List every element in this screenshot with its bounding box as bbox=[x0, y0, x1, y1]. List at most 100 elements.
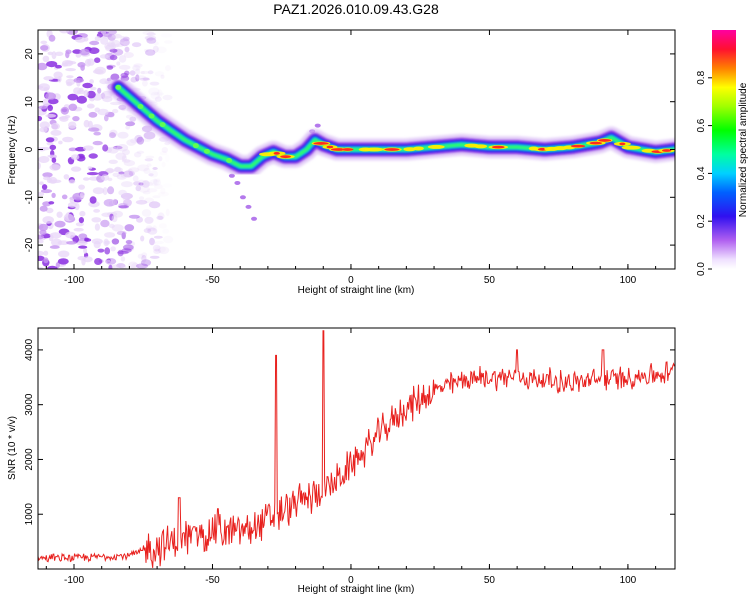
noise-blob bbox=[118, 189, 127, 196]
noise-blob bbox=[38, 156, 50, 163]
noise-blob bbox=[109, 54, 118, 61]
noise-blob bbox=[89, 79, 94, 84]
noise-blob bbox=[123, 170, 134, 178]
noise-blob bbox=[125, 121, 136, 127]
noise-blob bbox=[133, 63, 143, 68]
noise-blob bbox=[140, 259, 152, 267]
noise-blob bbox=[158, 246, 170, 255]
y-tick-label: 10 bbox=[24, 96, 35, 108]
noise-blob bbox=[64, 60, 77, 65]
noise-blob bbox=[55, 262, 60, 269]
noise-blob bbox=[91, 217, 102, 223]
noise-blob bbox=[122, 36, 130, 42]
noise-blob bbox=[68, 179, 76, 184]
spectrogram-x-label: Height of straight line (km) bbox=[298, 285, 415, 296]
noise-blob bbox=[70, 154, 80, 160]
noise-blob bbox=[153, 178, 157, 185]
noise-blob bbox=[51, 238, 62, 247]
noise-blob bbox=[94, 36, 101, 42]
y-tick-label: -10 bbox=[24, 190, 35, 205]
noise-blob bbox=[65, 78, 76, 86]
noise-blob bbox=[160, 187, 166, 195]
snr-marks bbox=[38, 330, 675, 568]
ridge-hotspot bbox=[313, 142, 329, 145]
noise-blob bbox=[38, 85, 44, 89]
noise-blob bbox=[55, 64, 62, 69]
ridge-hotspot bbox=[384, 148, 400, 151]
noise-blob bbox=[54, 220, 66, 228]
noise-blob bbox=[58, 140, 63, 145]
noise-blob bbox=[131, 262, 139, 269]
snr-x-axis: -100 -50 0 50 100 bbox=[45, 328, 657, 586]
noise-blob bbox=[49, 232, 62, 239]
noise-blob bbox=[108, 264, 113, 269]
noise-blob bbox=[129, 70, 136, 76]
noise-blob bbox=[251, 216, 258, 221]
ridge-hotspot bbox=[598, 139, 612, 142]
noise-blob bbox=[45, 137, 55, 143]
noise-blob bbox=[108, 146, 119, 154]
noise-blob bbox=[39, 205, 48, 212]
noise-blob bbox=[164, 141, 170, 146]
noise-blob bbox=[79, 48, 90, 56]
ridge-hotspot bbox=[159, 122, 166, 128]
noise-blob bbox=[102, 144, 109, 152]
noise-blob bbox=[137, 253, 144, 259]
noise-blob bbox=[118, 171, 125, 175]
noise-blob bbox=[67, 202, 78, 208]
noise-blob bbox=[120, 264, 127, 269]
noise-blob bbox=[145, 49, 156, 56]
noise-blob bbox=[81, 258, 86, 266]
noise-blob bbox=[48, 201, 55, 205]
noise-blob bbox=[145, 155, 155, 159]
noise-blob bbox=[117, 131, 129, 139]
noise-blob bbox=[145, 226, 156, 232]
noise-blob bbox=[51, 157, 57, 163]
colorbar-tick-label: 0.4 bbox=[696, 166, 707, 180]
noise-blob bbox=[128, 171, 135, 176]
noise-blob bbox=[152, 225, 157, 232]
noise-blob bbox=[41, 184, 48, 190]
noise-blob bbox=[160, 33, 173, 38]
noise-blob bbox=[143, 228, 152, 234]
noise-blob bbox=[125, 239, 133, 245]
noise-blob bbox=[50, 122, 60, 130]
noise-blob bbox=[104, 114, 109, 122]
figure-title: PAZ1.2026.010.09.43.G28 bbox=[273, 1, 439, 17]
noise-blob bbox=[65, 68, 76, 72]
noise-blob bbox=[128, 167, 140, 173]
noise-blob bbox=[38, 234, 45, 240]
noise-blob bbox=[111, 238, 120, 245]
noise-blob bbox=[107, 41, 116, 48]
noise-blob bbox=[112, 108, 119, 114]
noise-blob bbox=[139, 77, 151, 81]
noise-blob bbox=[78, 233, 88, 239]
x-tick-label: -50 bbox=[205, 275, 220, 286]
noise-blob bbox=[76, 95, 88, 104]
snr-chart: -100 -50 0 50 100 1000 2000 3000 4000 Height of… bbox=[7, 327, 676, 595]
snr-y-axis: 1000 2000 3000 4000 bbox=[24, 338, 675, 525]
ridge-hotspot bbox=[570, 144, 586, 148]
noise-blob bbox=[90, 86, 97, 91]
noise-blob bbox=[105, 259, 111, 263]
noise-blob bbox=[157, 89, 163, 98]
colorbar-tick-label: 0.2 bbox=[696, 214, 707, 228]
noise-blob bbox=[82, 82, 93, 89]
ridge-hotspot bbox=[280, 155, 292, 159]
noise-blob bbox=[87, 120, 93, 129]
noise-blob bbox=[123, 198, 132, 207]
noise-blob bbox=[141, 128, 153, 133]
noise-blob bbox=[153, 92, 165, 96]
noise-blob bbox=[148, 173, 154, 177]
noise-blob bbox=[83, 89, 89, 98]
noise-blob bbox=[78, 184, 85, 190]
snr-plot-frame bbox=[37, 327, 676, 570]
noise-blob bbox=[72, 116, 80, 122]
noise-blob bbox=[59, 115, 69, 122]
noise-blob bbox=[97, 87, 102, 94]
noise-blob bbox=[164, 40, 173, 44]
noise-blob bbox=[107, 177, 113, 182]
noise-blob bbox=[142, 77, 150, 81]
noise-blob bbox=[93, 209, 100, 213]
